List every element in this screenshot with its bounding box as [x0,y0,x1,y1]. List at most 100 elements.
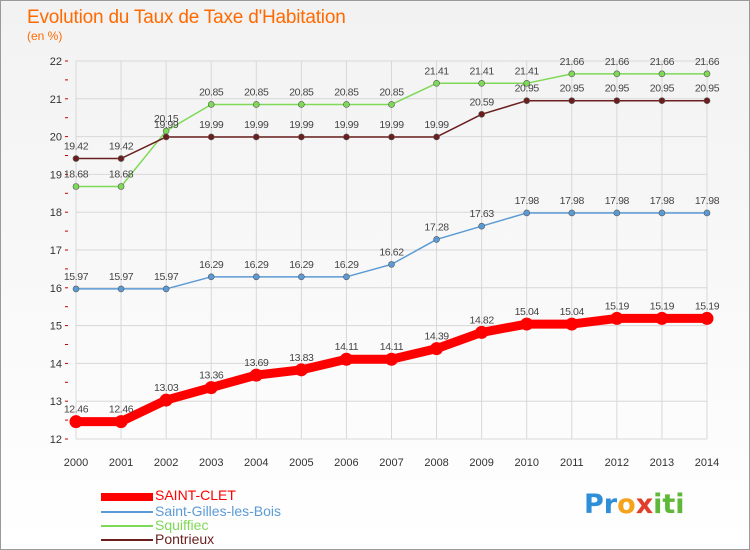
data-label: 19.99 [334,119,359,131]
x-tick-label: 2004 [244,457,268,469]
data-label: 14.82 [470,314,495,326]
data-point [207,101,215,108]
data-label: 21.66 [560,56,585,68]
data-label: 12.46 [64,404,89,416]
data-label: 20.95 [605,83,630,95]
logo-letter: i [653,489,663,520]
data-label: 21.66 [605,56,630,68]
data-label: 14.11 [335,341,359,353]
data-point [388,101,395,108]
data-label: 20.85 [379,86,404,98]
data-point [613,209,621,217]
data-label: 13.83 [289,352,314,364]
axis-layer: 12 13 14 15 16 17 18 19 20 21 22 2000 2001 2002 2003 20… [50,56,719,469]
data-point [207,273,215,281]
data-point [252,133,260,141]
y-tick-label: 13 [50,396,62,408]
legend-swatch-squiffiec [101,525,153,527]
x-tick-label: 2013 [650,457,674,469]
data-label: 20.15 [154,113,179,125]
x-tick-label: 2000 [64,457,88,469]
data-label: 17.28 [424,221,449,233]
data-label: 15.97 [154,271,179,283]
data-point [565,317,579,331]
data-label: 21.66 [695,56,720,68]
data-label-layer: 18.68 18.68 20.15 20.85 20.85 20.85 20.85 20.85… [64,56,720,416]
data-label: 18.68 [64,168,89,180]
data-point [117,285,125,293]
data-point [252,273,260,281]
data-point [207,133,215,141]
y-tick-label: 14 [50,358,62,370]
data-point [703,209,711,217]
data-label: 20.85 [334,86,359,98]
data-label: 20.59 [470,96,495,108]
data-point [117,183,125,190]
x-tick-label: 2003 [199,457,223,469]
data-label: 17.98 [560,195,585,207]
data-label: 20.85 [289,86,314,98]
data-label: 13.03 [154,382,179,394]
data-label: 13.69 [244,357,269,369]
data-point [162,285,170,293]
data-point [162,133,170,141]
legend-swatch-saint-clet [101,493,153,501]
x-tick-label: 2014 [695,457,719,469]
data-label: 20.85 [199,86,224,98]
data-label: 15.19 [605,300,630,312]
data-point [388,261,395,268]
data-label: 17.98 [695,195,720,207]
x-tick-label: 2002 [154,457,178,469]
data-label: 19.99 [154,119,179,131]
data-label: 21.66 [650,56,675,68]
data-label: 20.85 [244,86,269,98]
data-point [294,363,308,377]
x-tick-label: 2001 [109,457,133,469]
data-label: 15.97 [64,271,89,283]
data-point [613,70,621,78]
data-label: 15.04 [560,306,585,318]
data-label: 14.11 [380,341,404,353]
data-label: 20.95 [650,83,675,95]
data-point [204,381,218,395]
data-label: 16.62 [379,246,404,258]
data-point [72,155,80,162]
data-point [658,70,666,78]
data-label: 13.36 [199,370,224,382]
series-layer [69,70,714,429]
legend-label-pontrieux: Pontrieux [155,531,215,547]
data-label: 15.04 [515,306,540,318]
data-point [568,70,576,78]
data-point [523,97,531,104]
y-tick-label: 17 [50,245,62,257]
chart-title: Evolution du Taux de Taxe d'Habitation [27,7,346,28]
data-point [72,183,80,190]
y-tick-label: 15 [50,321,62,333]
data-label: 19.99 [289,119,314,131]
data-point [72,285,80,293]
data-label: 19.42 [64,141,89,153]
data-point [433,133,440,141]
data-label: 19.42 [109,141,134,153]
x-tick-label: 2009 [469,457,493,469]
data-point [655,311,669,325]
chart-subtitle: (en %) [27,29,63,43]
data-label: 20.95 [695,83,720,95]
data-label: 16.29 [334,259,359,271]
data-label: 21.41 [515,65,540,77]
data-label: 15.19 [650,300,675,312]
x-tick-label: 2011 [560,457,584,469]
data-point [610,311,624,325]
data-label: 21.41 [470,65,495,77]
data-point [117,155,125,162]
data-point [703,70,711,78]
data-label: 17.98 [605,195,630,207]
data-point [159,393,173,407]
data-label: 20.95 [560,83,585,95]
data-point [568,209,576,217]
y-tick-label: 12 [50,434,62,446]
logo-letter: t [662,489,676,520]
x-tick-label: 2006 [334,457,358,469]
